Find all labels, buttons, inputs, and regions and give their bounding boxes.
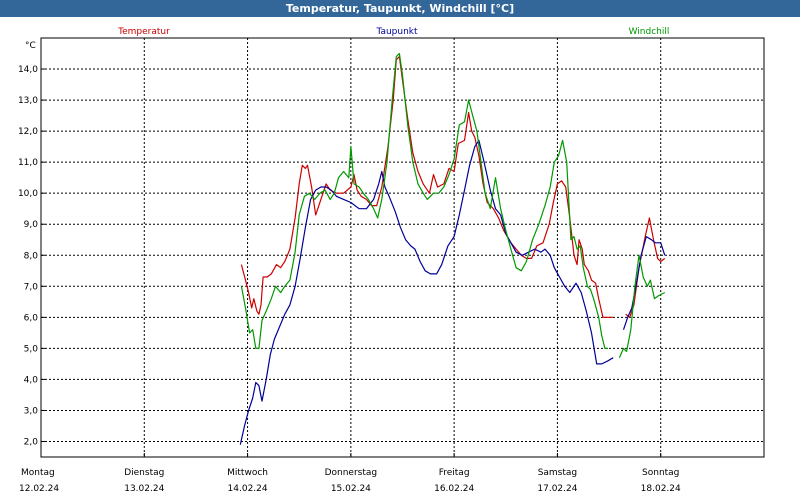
legend-item-taupunkt: Taupunkt — [375, 27, 418, 37]
y-tick-label: 9,0 — [24, 220, 39, 230]
x-tick-label-day: Sonntag — [642, 468, 679, 478]
y-tick-label: 12,0 — [18, 127, 38, 137]
series-line-temperatur — [625, 217, 666, 318]
y-axis: 2,0 3,0 4,0 5,0 6,0 7,0 8,0 9,0 10,0 11,0 12,0 13,0… — [18, 65, 45, 447]
y-axis-label: °C — [25, 41, 36, 51]
x-tick-label-day: Freitag — [439, 468, 470, 478]
y-tick-label: 6,0 — [24, 313, 39, 323]
chart-title: Temperatur, Taupunkt, Windchill [°C] — [0, 0, 800, 17]
plot-background — [0, 17, 800, 500]
x-tick-label-date: 17.02.24 — [537, 484, 577, 494]
x-tick-label-day: Mittwoch — [227, 468, 268, 478]
y-tick-label: 3,0 — [24, 406, 39, 416]
legend: Temperatur Taupunkt Windchill — [117, 27, 669, 37]
series-line-windchill — [240, 52, 608, 349]
plot-frame — [40, 37, 765, 458]
y-tick-label: 5,0 — [24, 344, 39, 354]
y-tick-label: 10,0 — [18, 189, 38, 199]
y-tick-label: 4,0 — [24, 375, 39, 385]
series-lines — [239, 52, 666, 445]
x-tick-label-date: 14.02.24 — [228, 484, 268, 494]
y-tick-label: 7,0 — [24, 282, 39, 292]
y-tick-label: 8,0 — [24, 251, 39, 261]
x-tick-label-date: 12.02.24 — [19, 484, 59, 494]
legend-item-windchill: Windchill — [629, 27, 670, 37]
y-tick-label: 13,0 — [18, 96, 38, 106]
grid — [41, 38, 764, 457]
series-line-temperatur — [240, 55, 614, 318]
series-line-taupunkt — [239, 139, 614, 445]
y-tick-label: 11,0 — [18, 158, 38, 168]
x-tick-label-date: 18.02.24 — [641, 484, 681, 494]
x-axis: Montag 12.02.24 Dienstag 13.02.24 Mittwoch 14… — [19, 453, 681, 494]
series-line-windchill — [618, 254, 666, 358]
x-tick-label-day: Samstag — [538, 468, 577, 478]
x-tick-label-date: 13.02.24 — [124, 484, 164, 494]
x-tick-label-day: Donnerstag — [325, 468, 378, 478]
y-tick-label: 14,0 — [18, 65, 38, 75]
x-tick-label-day: Montag — [21, 468, 55, 478]
x-tick-label-date: 15.02.24 — [331, 484, 371, 494]
y-tick-label: 2,0 — [24, 437, 39, 447]
series-line-taupunkt — [622, 236, 666, 330]
x-tick-label-day: Dienstag — [124, 468, 164, 478]
chart-area: 2,0 3,0 4,0 5,0 6,0 7,0 8,0 9,0 10,0 11,0 12,0 13,0… — [0, 17, 800, 500]
legend-item-temperatur: Temperatur — [117, 27, 170, 37]
x-tick-label-date: 16.02.24 — [434, 484, 474, 494]
